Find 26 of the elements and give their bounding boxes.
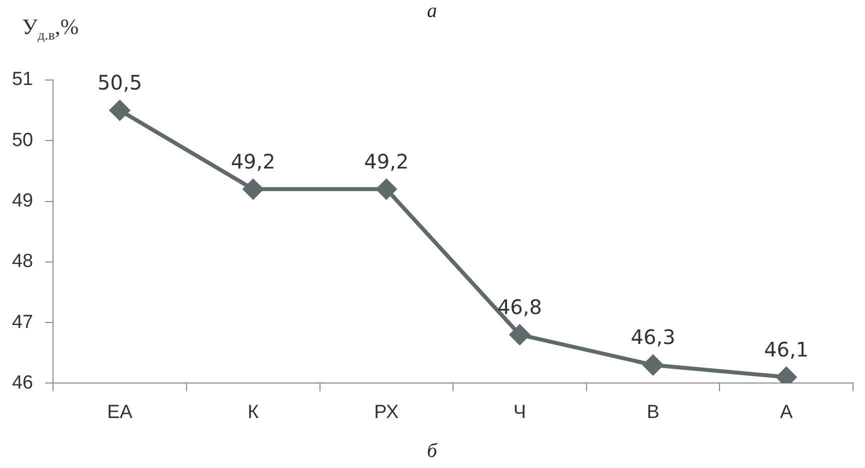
y-tick-label: 47 <box>12 312 34 333</box>
x-tick-label: К <box>248 402 259 423</box>
text: б <box>427 440 438 463</box>
y-tick-label: 49 <box>12 190 34 212</box>
data-label: 46,3 <box>630 325 676 350</box>
x-tick-label: ЕА <box>107 402 133 423</box>
x-tick-label: Ч <box>513 402 526 423</box>
y-tick-label: 46 <box>12 372 34 394</box>
y-axis-title: У$_{д.в}$,% <box>22 14 79 44</box>
data-label: 46,1 <box>764 337 809 362</box>
point <box>510 324 530 345</box>
y-tick-label: 51 <box>12 69 34 90</box>
data-label: 50,5 <box>98 70 142 95</box>
x-tick-label: В <box>646 402 660 423</box>
point <box>243 179 264 200</box>
point <box>376 179 396 200</box>
y-tick-label: 48 <box>12 251 34 272</box>
data-label: 46,8 <box>497 294 542 319</box>
data-label: 49,2 <box>364 149 409 174</box>
x-tick-label: РХ <box>374 402 399 423</box>
point <box>110 100 130 120</box>
y-tick-label: 50 <box>12 130 34 151</box>
text: а <box>427 0 437 23</box>
x-tick-label: А <box>780 402 793 423</box>
point <box>643 355 664 376</box>
data-label: 49,2 <box>230 149 276 174</box>
